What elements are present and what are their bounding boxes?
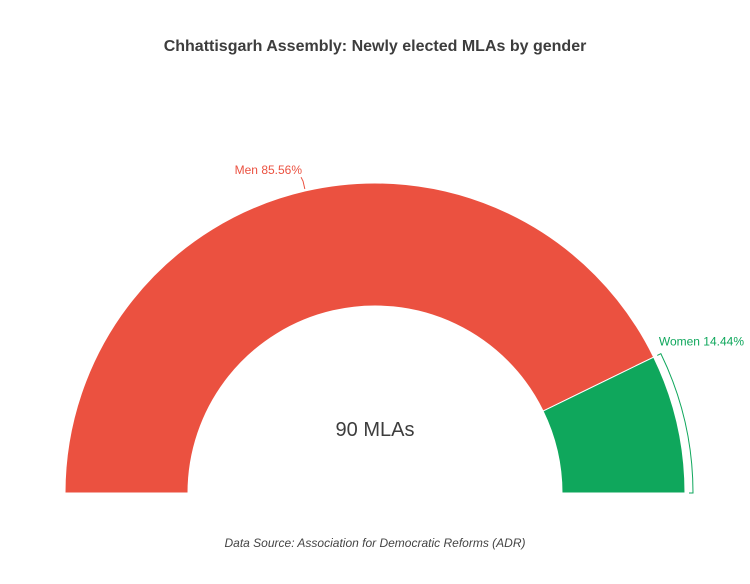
chart-title: Chhattisgarh Assembly: Newly elected MLA…: [163, 38, 587, 55]
leader-line-women: [657, 352, 694, 494]
slice-women: [542, 356, 686, 494]
leader-line-men: [300, 176, 306, 190]
center-label: 90 MLAs: [336, 419, 415, 441]
slice-label-men: Men 85.56%: [235, 163, 303, 177]
slice-label-women: Women 14.44%: [659, 335, 744, 349]
data-source-note: Data Source: Association for Democratic …: [224, 536, 526, 550]
slice-men: [64, 182, 655, 494]
